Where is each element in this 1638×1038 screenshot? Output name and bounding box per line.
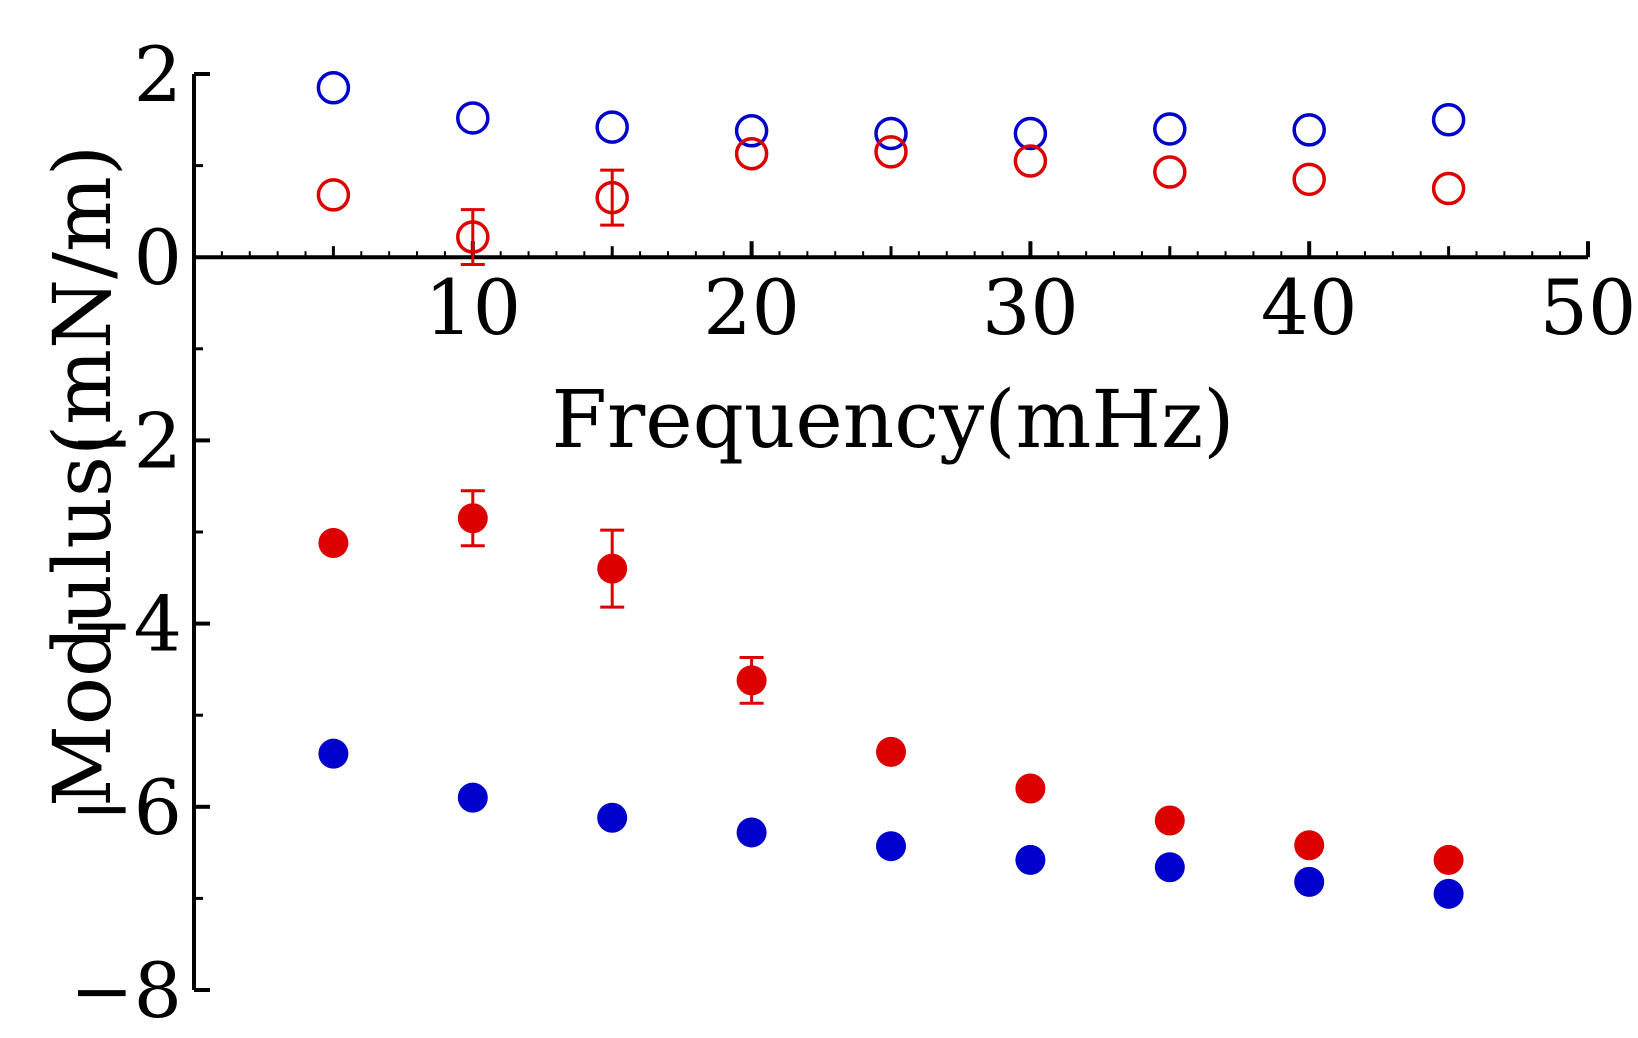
point-s0-40 [1292, 113, 1326, 147]
point-s1-35 [1153, 155, 1187, 189]
data-points [316, 70, 1466, 909]
point-s2-20 [736, 665, 767, 696]
point-s0-35 [1153, 112, 1187, 146]
point-s2-10 [457, 503, 488, 534]
point-s3-20 [736, 817, 767, 848]
point-s3-35 [1154, 852, 1185, 883]
y-tick-label-neg4: −4 [70, 580, 182, 669]
y-tick-label-2: 2 [134, 30, 182, 119]
y-axis-title: Modulus(mN/m) [36, 145, 129, 807]
x-tick-label-50: 50 [1540, 263, 1637, 352]
point-s2-30 [1015, 773, 1046, 804]
point-s0-45 [1431, 103, 1466, 137]
point-s3-15 [597, 802, 628, 833]
y-tick-label-0: 0 [134, 213, 182, 302]
point-s1-15 [595, 180, 629, 215]
point-s3-25 [876, 831, 906, 862]
point-s1-5 [316, 178, 351, 212]
x-tick-label-40: 40 [1261, 263, 1358, 352]
point-s0-25 [874, 116, 908, 151]
point-s0-15 [595, 110, 629, 144]
x-axis-title: Frequency(mHz) [552, 373, 1235, 466]
point-s1-20 [734, 136, 769, 171]
point-s3-45 [1433, 878, 1464, 909]
point-s2-25 [876, 736, 906, 767]
point-s1-45 [1431, 171, 1466, 206]
point-s0-30 [1013, 116, 1048, 151]
point-s3-10 [457, 782, 488, 813]
point-s3-5 [318, 738, 349, 769]
point-s1-25 [874, 135, 908, 169]
x-tick-label-30: 30 [982, 263, 1079, 352]
point-s0-10 [456, 101, 490, 135]
point-s2-15 [597, 553, 628, 584]
point-s2-5 [318, 527, 349, 558]
x-tick-label-10: 10 [424, 263, 521, 352]
point-s2-45 [1433, 844, 1464, 875]
point-s1-30 [1013, 144, 1048, 178]
point-s3-40 [1294, 866, 1325, 897]
y-tick-label-neg6: −6 [70, 763, 182, 852]
point-s1-40 [1292, 162, 1326, 197]
point-s2-40 [1294, 830, 1325, 861]
point-s2-35 [1154, 805, 1185, 836]
point-s0-20 [734, 114, 769, 148]
x-tick-label-20: 20 [703, 263, 800, 352]
point-s1-10 [456, 220, 490, 254]
y-tick-label-neg2: −2 [70, 396, 182, 485]
point-s3-30 [1015, 844, 1046, 875]
point-s0-5 [316, 70, 351, 105]
y-tick-label-neg8: −8 [70, 946, 182, 1035]
